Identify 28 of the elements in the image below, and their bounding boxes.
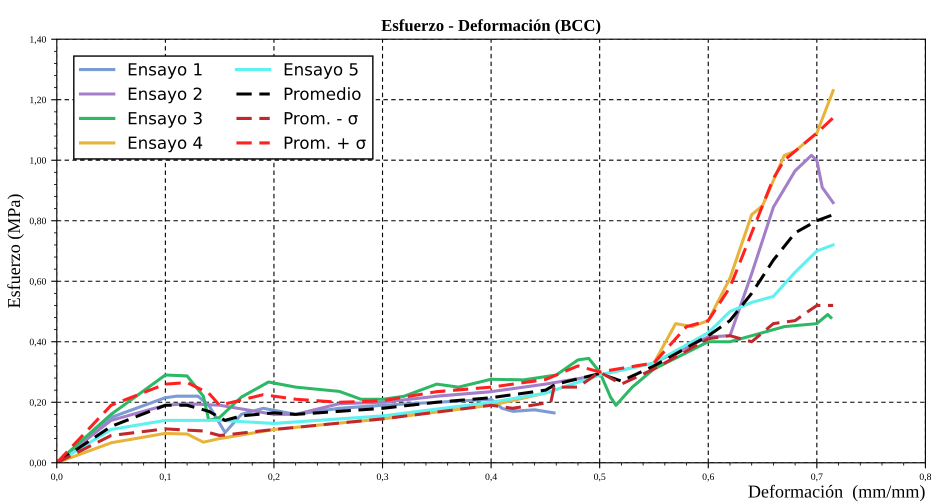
legend-label: Prom. - σ: [284, 112, 358, 125]
legend-label: Ensayo 1: [128, 63, 202, 79]
legend-label: Promedio: [284, 87, 361, 100]
y-tick-label: 1,40: [30, 36, 46, 44]
x-tick-label: 0,6: [702, 473, 714, 482]
y-tick-label: 0,40: [30, 338, 46, 347]
legend-label: Ensayo 2: [128, 87, 202, 104]
x-tick-label: 0,7: [811, 473, 823, 482]
y-tick-label: 0,00: [30, 460, 46, 468]
y-tick-label: 1,20: [30, 96, 46, 105]
legend-label: Prom. + σ: [284, 136, 366, 149]
y-tick-label: 0,20: [30, 399, 46, 408]
x-axis-title: Deformación (mm/mm): [748, 484, 925, 502]
y-tick-label: 0,80: [30, 218, 46, 226]
x-tick-label: 0,3: [376, 473, 388, 482]
legend-label: Ensayo 4: [128, 136, 202, 152]
x-tick-label: 0,1: [160, 473, 171, 482]
y-tick-label: 0,60: [30, 278, 46, 286]
y-tick-label: 1,00: [30, 157, 46, 166]
x-tick-label: 0,2: [268, 473, 280, 482]
legend-label: Ensayo 5: [284, 63, 358, 79]
x-tick-label: 0,8: [920, 473, 931, 482]
chart-title: Esfuerzo - Deformación (BCC): [381, 19, 600, 34]
x-tick-label: 0,5: [594, 473, 606, 482]
x-tick-label: 0,0: [51, 473, 62, 482]
y-axis-title: Esfuerzo (MPa): [7, 194, 24, 308]
legend-label: Ensayo 3: [128, 112, 202, 128]
x-tick-label: 0,4: [485, 473, 498, 482]
